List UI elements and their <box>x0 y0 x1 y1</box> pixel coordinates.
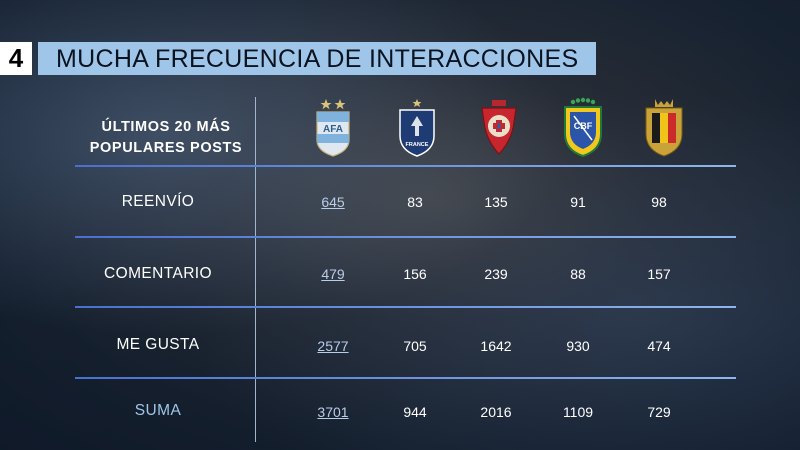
table-cell: 2577 <box>317 338 349 354</box>
argentina-crest-icon: AFA <box>316 99 350 157</box>
table-cell: 91 <box>570 194 586 210</box>
france-crest-icon: FRANCE <box>399 99 435 157</box>
row-label-comentario: COMENTARIO <box>104 265 212 282</box>
table-cell: 729 <box>647 404 671 420</box>
table-cell: 88 <box>570 266 586 282</box>
row-label-reenvio: REENVÍO <box>121 193 195 210</box>
table-cell: 239 <box>484 266 508 282</box>
brazil-crest-text: CBF <box>574 121 593 131</box>
row-label-me-gusta: ME GUSTA <box>116 336 200 353</box>
table-cell: 3701 <box>317 404 349 420</box>
table-cell: 705 <box>403 338 427 354</box>
table-vertical-divider <box>255 97 256 442</box>
table-cell: 157 <box>647 266 671 282</box>
row-divider <box>75 165 736 167</box>
row-divider <box>75 236 736 238</box>
afa-crest-text: AFA <box>323 124 343 135</box>
table-cell: 479 <box>321 266 345 282</box>
table-corner-label: ÚLTIMOS 20 MÁS POPULARES POSTS <box>78 117 254 159</box>
row-label-suma: SUMA <box>134 402 182 419</box>
belgium-crest-icon <box>645 99 683 157</box>
france-crest-text: FRANCE <box>406 142 429 148</box>
table-cell: 83 <box>407 194 423 210</box>
row-divider <box>75 377 736 379</box>
row-divider <box>75 306 736 308</box>
section-number: 4 <box>0 42 32 75</box>
table-cell: 645 <box>321 194 345 210</box>
brazil-crest-icon: CBF <box>564 97 602 158</box>
slide-title: 4 MUCHA FRECUENCIA DE INTERACCIONES <box>0 42 597 75</box>
table-cell: 474 <box>647 338 671 354</box>
table-cell: 930 <box>566 338 590 354</box>
table-cell: 1642 <box>480 338 512 354</box>
table-cell: 944 <box>403 404 427 420</box>
table-cell: 156 <box>403 266 427 282</box>
portugal-crest-icon <box>481 100 517 155</box>
corner-label-line1: ÚLTIMOS 20 MÁS <box>101 119 231 135</box>
table-cell: 2016 <box>480 404 512 420</box>
table-cell: 1109 <box>562 404 594 420</box>
corner-label-line2: POPULARES POSTS <box>89 140 243 156</box>
title-text: MUCHA FRECUENCIA DE INTERACCIONES <box>38 42 597 75</box>
table-cell: 135 <box>484 194 508 210</box>
table-cell: 98 <box>651 194 667 210</box>
